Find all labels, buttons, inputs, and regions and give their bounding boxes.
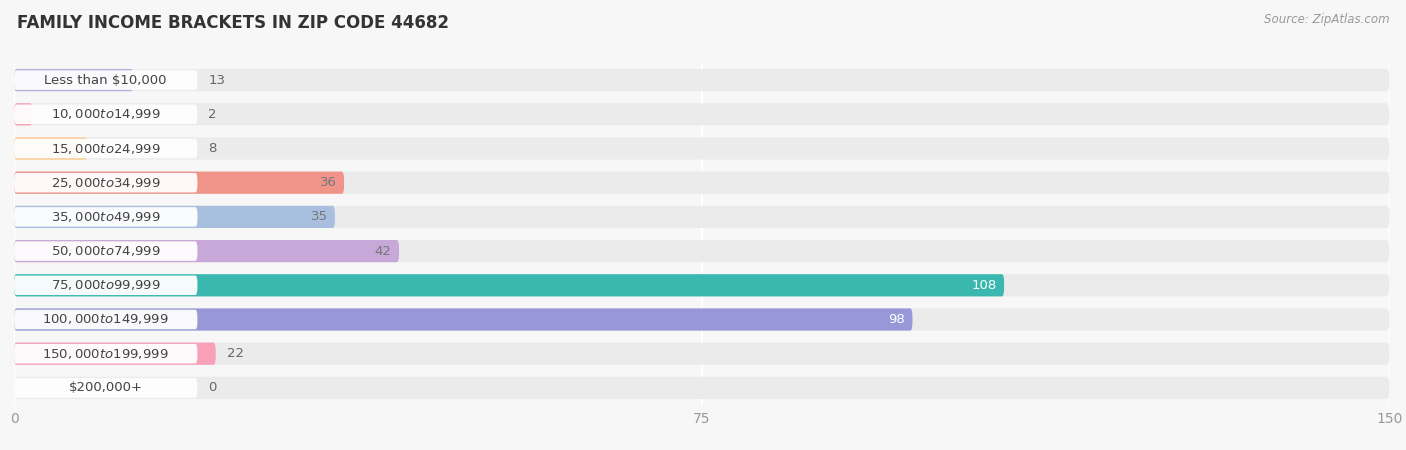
Text: $35,000 to $49,999: $35,000 to $49,999 xyxy=(51,210,160,224)
FancyBboxPatch shape xyxy=(14,173,197,193)
FancyBboxPatch shape xyxy=(14,69,1389,91)
Text: $15,000 to $24,999: $15,000 to $24,999 xyxy=(51,141,160,156)
FancyBboxPatch shape xyxy=(14,171,1389,194)
FancyBboxPatch shape xyxy=(14,139,197,158)
Text: 98: 98 xyxy=(889,313,905,326)
Text: Less than $10,000: Less than $10,000 xyxy=(45,74,167,86)
Text: 42: 42 xyxy=(375,245,392,257)
Text: $10,000 to $14,999: $10,000 to $14,999 xyxy=(51,107,160,122)
Text: 0: 0 xyxy=(208,382,217,394)
FancyBboxPatch shape xyxy=(14,104,197,124)
Text: 8: 8 xyxy=(208,142,217,155)
Text: 2: 2 xyxy=(208,108,217,121)
FancyBboxPatch shape xyxy=(14,103,32,126)
Text: 35: 35 xyxy=(311,211,328,223)
FancyBboxPatch shape xyxy=(14,274,1004,297)
FancyBboxPatch shape xyxy=(14,206,335,228)
Text: $75,000 to $99,999: $75,000 to $99,999 xyxy=(51,278,160,293)
Text: 108: 108 xyxy=(972,279,997,292)
Text: 36: 36 xyxy=(321,176,337,189)
Text: 22: 22 xyxy=(226,347,243,360)
Text: Source: ZipAtlas.com: Source: ZipAtlas.com xyxy=(1264,14,1389,27)
FancyBboxPatch shape xyxy=(14,70,197,90)
FancyBboxPatch shape xyxy=(14,377,1389,399)
FancyBboxPatch shape xyxy=(14,240,1389,262)
FancyBboxPatch shape xyxy=(14,378,197,398)
FancyBboxPatch shape xyxy=(14,308,912,331)
FancyBboxPatch shape xyxy=(14,274,1389,297)
FancyBboxPatch shape xyxy=(14,310,197,329)
Text: $50,000 to $74,999: $50,000 to $74,999 xyxy=(51,244,160,258)
FancyBboxPatch shape xyxy=(14,344,197,364)
FancyBboxPatch shape xyxy=(14,308,1389,331)
FancyBboxPatch shape xyxy=(14,137,87,160)
Text: $100,000 to $149,999: $100,000 to $149,999 xyxy=(42,312,169,327)
FancyBboxPatch shape xyxy=(14,206,1389,228)
Text: $200,000+: $200,000+ xyxy=(69,382,143,394)
FancyBboxPatch shape xyxy=(14,342,1389,365)
FancyBboxPatch shape xyxy=(14,240,399,262)
Text: FAMILY INCOME BRACKETS IN ZIP CODE 44682: FAMILY INCOME BRACKETS IN ZIP CODE 44682 xyxy=(17,14,449,32)
FancyBboxPatch shape xyxy=(14,137,1389,160)
FancyBboxPatch shape xyxy=(14,275,197,295)
FancyBboxPatch shape xyxy=(14,207,197,227)
FancyBboxPatch shape xyxy=(14,241,197,261)
FancyBboxPatch shape xyxy=(14,342,215,365)
Text: $150,000 to $199,999: $150,000 to $199,999 xyxy=(42,346,169,361)
Text: $25,000 to $34,999: $25,000 to $34,999 xyxy=(51,176,160,190)
FancyBboxPatch shape xyxy=(14,69,134,91)
Text: 13: 13 xyxy=(208,74,225,86)
FancyBboxPatch shape xyxy=(14,103,1389,126)
FancyBboxPatch shape xyxy=(14,171,344,194)
